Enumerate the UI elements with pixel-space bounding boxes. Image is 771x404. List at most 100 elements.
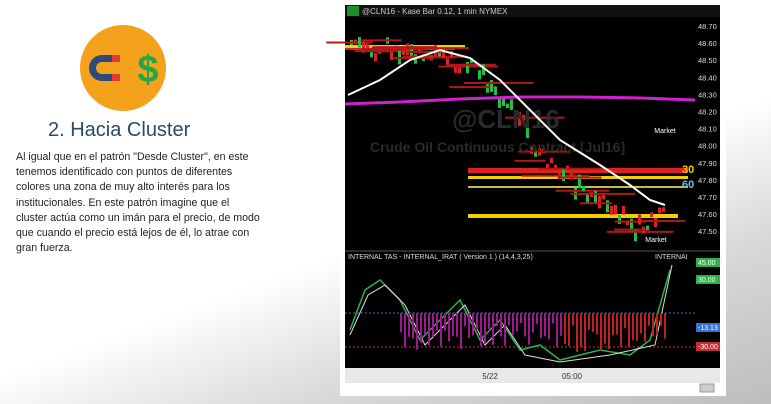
- volume-dot: [538, 167, 607, 170]
- candle: [366, 43, 369, 50]
- candle: [418, 46, 421, 53]
- histogram-bar: [624, 313, 626, 329]
- histogram-bar: [408, 313, 410, 337]
- histogram-bar: [636, 313, 638, 341]
- volume-dot: [326, 41, 373, 44]
- price-axis: [695, 17, 720, 250]
- volume-dot: [505, 116, 565, 119]
- candle: [526, 128, 529, 139]
- x-label: 5/22: [482, 372, 498, 381]
- histogram-bar: [488, 313, 490, 330]
- volume-dot: [614, 220, 646, 223]
- level-label: 30: [682, 164, 694, 176]
- volume-dot: [450, 63, 496, 66]
- histogram-bar: [476, 313, 478, 330]
- magnet-tip: [112, 74, 120, 81]
- histogram-bar: [496, 313, 498, 327]
- histogram-bar: [580, 313, 582, 347]
- histogram-bar: [612, 313, 614, 336]
- indicator-header: INTERNAL TAS - INTERNAL_IRAT ( Version 1…: [348, 254, 533, 261]
- indicator-tag: [696, 275, 720, 284]
- histogram-bar: [620, 313, 622, 347]
- histogram-bar: [600, 313, 602, 351]
- candle: [498, 97, 501, 108]
- histogram-bar: [536, 313, 538, 324]
- volume-dot: [402, 55, 468, 58]
- price-label: 48.50: [698, 56, 717, 65]
- candle: [606, 200, 609, 213]
- histogram-bar: [400, 313, 402, 333]
- candle: [650, 212, 653, 218]
- indicator-line: [349, 264, 673, 363]
- body-line: institucionales. En este patrón imagine …: [16, 196, 230, 209]
- candle: [374, 53, 377, 62]
- volume-dot: [579, 202, 612, 205]
- histogram-bar: [420, 313, 422, 344]
- indicator-label: 45.00: [698, 260, 716, 267]
- histogram-bar: [596, 313, 598, 335]
- cluster-band: [468, 168, 688, 173]
- price-label: 48.60: [698, 39, 717, 48]
- price-label: 48.20: [698, 108, 717, 117]
- candle: [610, 205, 613, 215]
- histogram-bar: [428, 313, 430, 346]
- candle: [622, 206, 625, 215]
- candle: [578, 174, 581, 189]
- histogram-bar: [524, 313, 526, 337]
- candle: [658, 207, 661, 214]
- candle: [638, 214, 641, 225]
- candle: [530, 146, 533, 155]
- magenta-line: [344, 95, 696, 106]
- histogram-bar: [500, 313, 502, 337]
- candle: [586, 193, 589, 204]
- candle: [486, 84, 489, 93]
- candle: [534, 151, 537, 157]
- candle: [550, 157, 553, 164]
- candle: [646, 225, 649, 230]
- candle: [438, 50, 441, 57]
- histogram-bar: [592, 313, 594, 333]
- candle: [458, 65, 461, 74]
- candle: [478, 70, 481, 80]
- level-label: 60: [682, 179, 694, 191]
- body-line: tenemos identificado con puntos de difer…: [16, 166, 233, 179]
- candle: [570, 172, 573, 180]
- candle: [654, 217, 657, 228]
- candle: [518, 112, 521, 126]
- icon-circle: [80, 25, 166, 111]
- histogram-bar: [584, 313, 586, 351]
- histogram-bar: [628, 313, 630, 347]
- volume-dot: [557, 176, 602, 179]
- histogram-bar: [484, 313, 486, 344]
- price-label: 48.70: [698, 22, 717, 31]
- candle: [482, 64, 485, 76]
- histogram-bar: [560, 313, 562, 336]
- histogram-bar: [504, 313, 506, 346]
- histogram-bar: [456, 313, 458, 337]
- histogram-bar: [404, 313, 406, 348]
- histogram-bar: [644, 313, 646, 342]
- histogram-bar: [540, 313, 542, 338]
- volume-dot: [606, 230, 674, 233]
- histogram-bar: [648, 313, 650, 326]
- histogram-bar: [568, 313, 570, 346]
- marker-label: Market: [645, 237, 666, 244]
- dollar-icon: $: [137, 49, 158, 91]
- volume-dot: [518, 150, 571, 153]
- histogram-bar: [652, 313, 654, 337]
- body-line: cluster actúa como un imán para el preci…: [16, 211, 260, 224]
- indicator-label: -30.00: [698, 344, 718, 351]
- candle: [490, 79, 493, 92]
- price-label: 48.40: [698, 73, 717, 82]
- candle: [362, 41, 365, 53]
- volume-dot: [463, 81, 534, 84]
- histogram-bar: [616, 313, 618, 335]
- histogram-bar: [552, 313, 554, 324]
- candle: [598, 195, 601, 209]
- price-label: 47.70: [698, 193, 717, 202]
- histogram-bar: [572, 313, 574, 326]
- candle: [446, 58, 449, 66]
- histogram-bar: [532, 313, 534, 333]
- chart-image: @CLN16 - Kase Bar 0.12, 1 min NYMEX @CLN…: [326, 5, 720, 393]
